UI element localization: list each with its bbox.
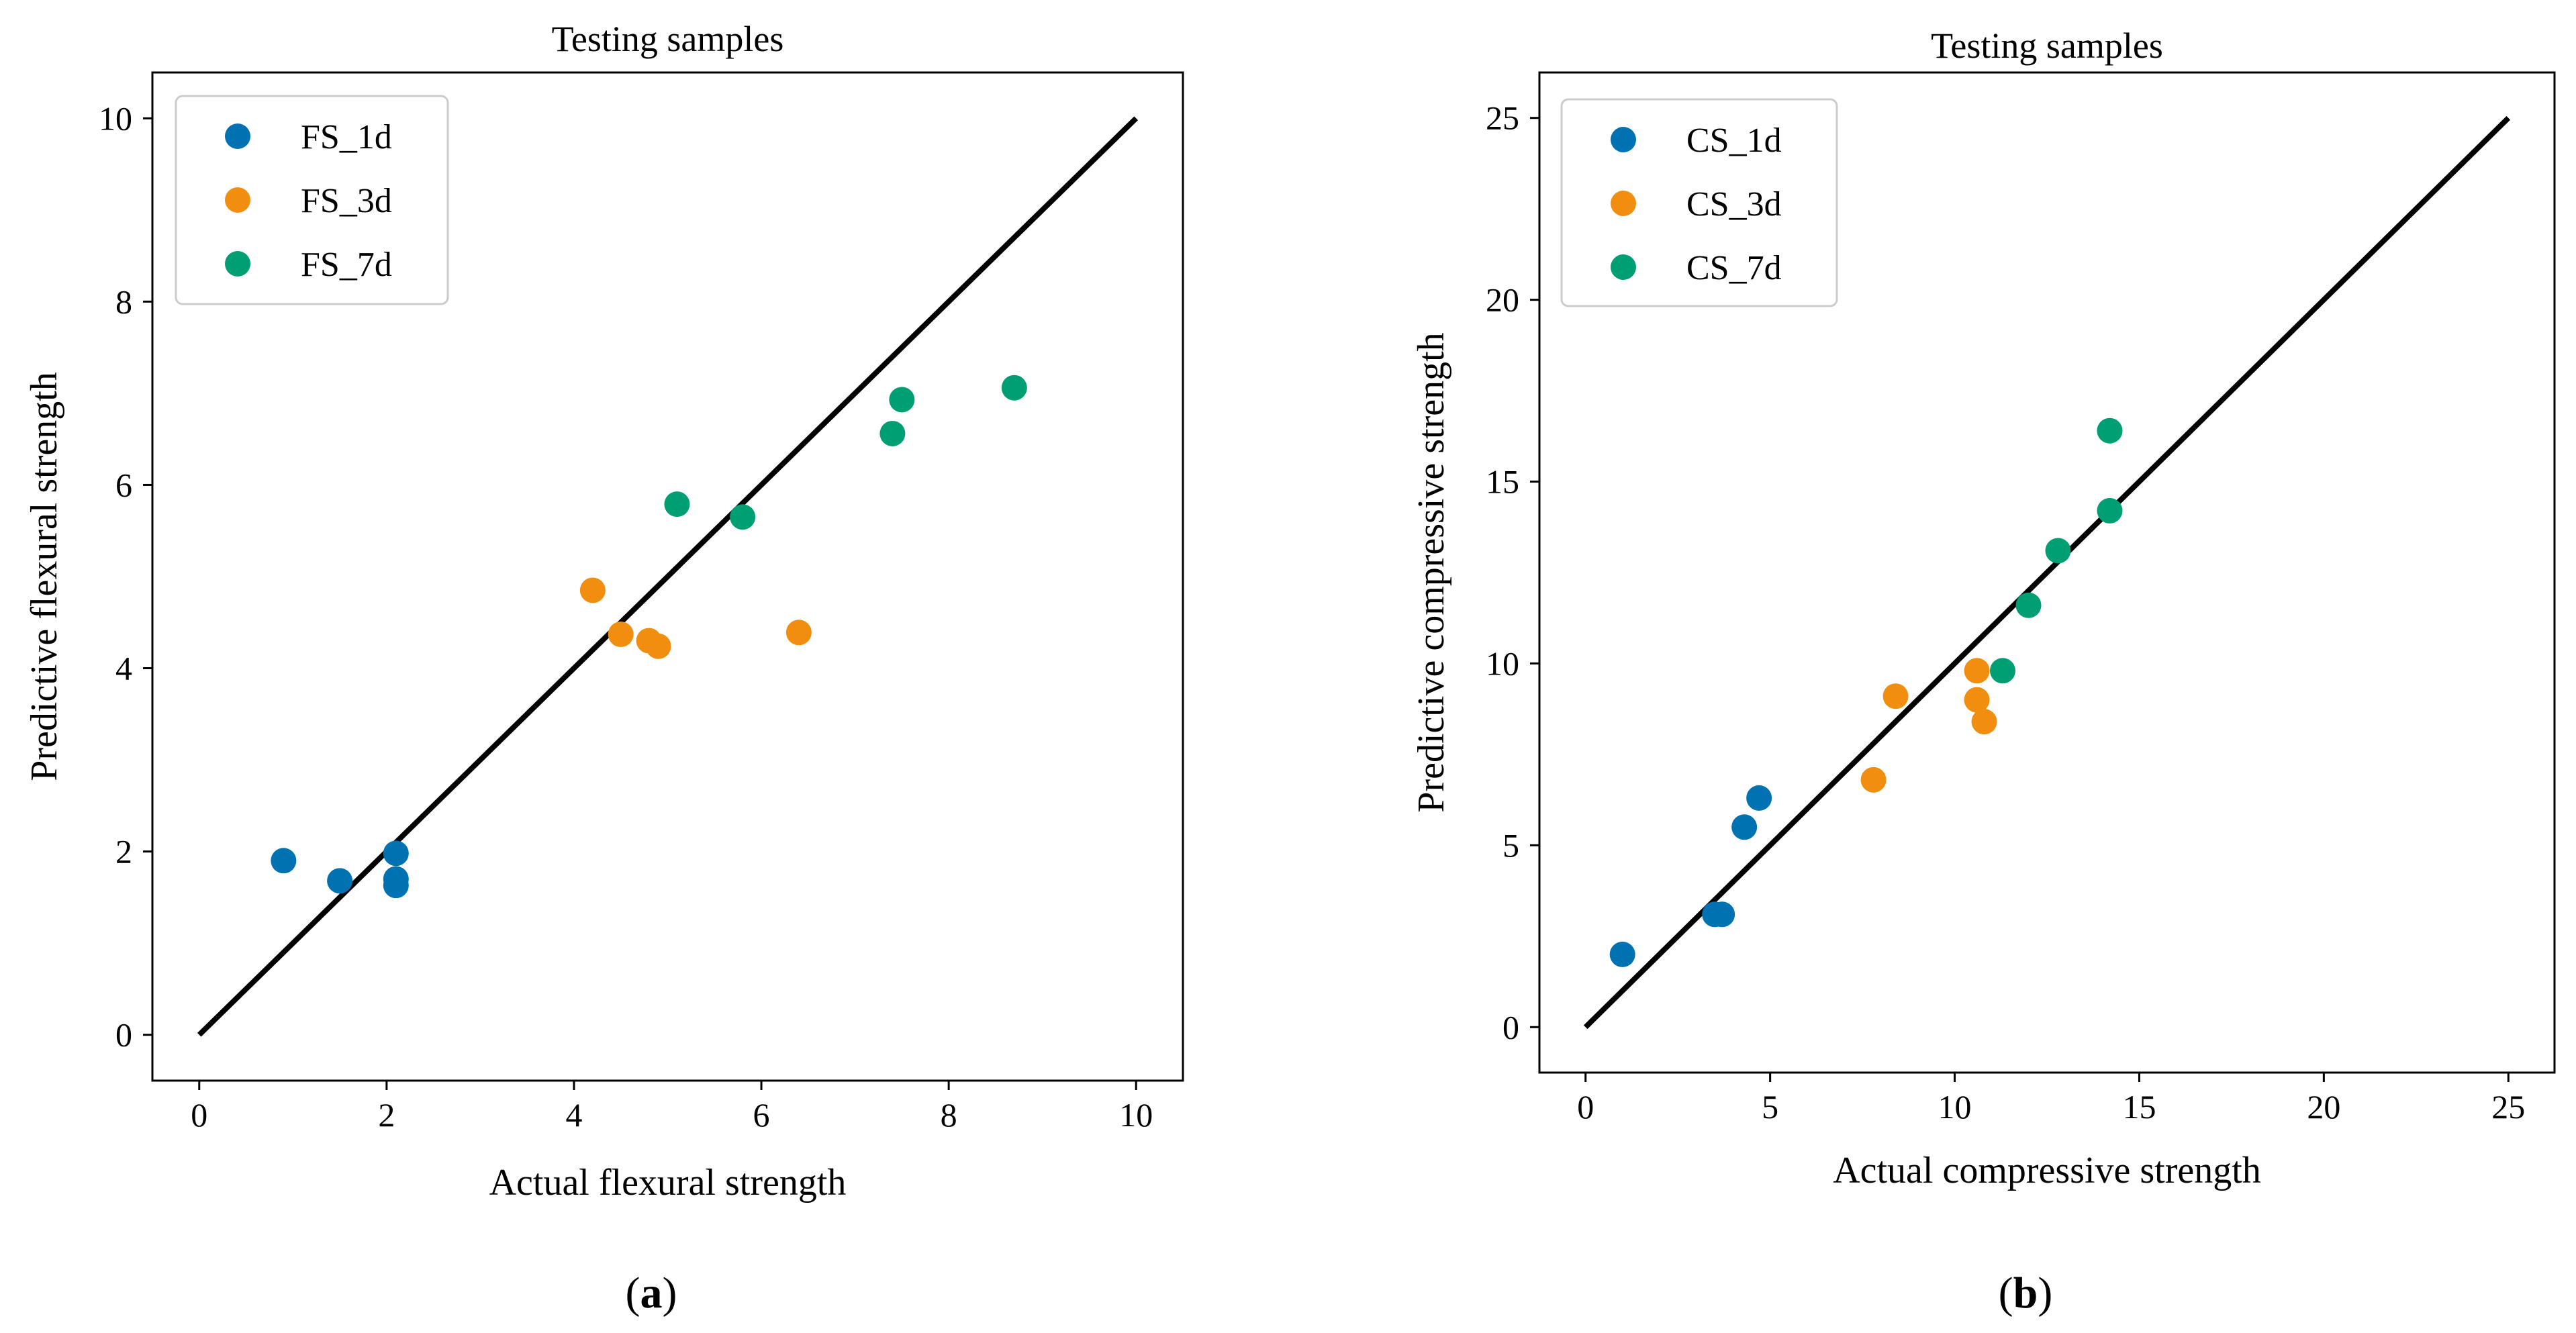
identity-line [1583,115,2511,1030]
x-tick-label: 10 [1119,1096,1153,1134]
data-point-fs-7d [664,491,690,517]
data-point-fs-1d [383,873,409,899]
identity-line [197,116,1139,1037]
axes-frame [1538,71,2556,1074]
legend-marker [1611,127,1636,152]
y-tick-label: 4 [115,650,132,687]
y-tick-label: 20 [1486,281,1519,319]
x-axis-label: Actual compressive strength [1833,1150,2261,1191]
data-point-fs-7d [879,420,906,446]
legend-box [175,95,449,305]
data-point-cs-7d [2045,538,2071,564]
legend-label: CS_3d [1686,185,1782,224]
panel-label-b: (b) [1999,1269,2053,1318]
data-point-cs-1d [1746,785,1772,811]
legend-label: FS_1d [301,118,392,156]
data-point-cs-7d [2097,417,2123,444]
data-point-fs-7d [1001,375,1027,401]
legend-label: FS_7d [301,246,392,284]
x-tick-label: 2 [378,1096,395,1134]
chart-a: 0 2 4 6 8 10 0 2 4 6 8 10 Testing samples Actual flex… [23,19,1184,1203]
x-tick-label: 10 [1938,1088,1972,1126]
data-point-fs-1d [271,848,297,874]
data-point-fs-3d [785,620,812,646]
data-point-cs-7d [2015,592,2042,618]
data-point-cs-3d [1860,767,1887,793]
data-point-fs-3d [608,622,634,648]
chart-title: Testing samples [552,19,784,59]
y-tick-label: 8 [115,283,132,320]
panel-label-a: (a) [626,1269,677,1318]
data-point-cs-1d [1709,901,1735,928]
y-tick-label: 15 [1486,463,1519,501]
data-point-cs-1d [1609,941,1635,967]
data-point-fs-7d [889,387,915,413]
x-tick-label: 5 [1762,1088,1778,1126]
x-tick-label: 0 [1577,1088,1594,1126]
data-point-fs-3d [645,633,671,659]
chart-title: Testing samples [1931,26,2163,66]
x-tick-label: 6 [753,1096,770,1134]
axes-frame [151,71,1184,1082]
y-axis-label: Predictive compressive strength [1411,332,1452,812]
legend-label: CS_1d [1686,121,1782,160]
y-axis-label: Predictive flexural strength [23,372,65,781]
legend: FS_1d FS_3d FS_7d [175,95,449,305]
chart-b: 0 5 10 15 20 25 0 5 10 15 20 25 Testing samples Actua… [1411,26,2556,1191]
data-point-cs-3d [1971,709,1997,735]
x-tick-label: 4 [565,1096,582,1134]
x-tick-label: 20 [2307,1088,2340,1126]
data-point-fs-1d [327,868,353,894]
legend-marker [1611,191,1636,216]
data-point-cs-7d [1990,658,2016,684]
x-tick-label: 8 [941,1096,957,1134]
x-tick-label: 25 [2491,1088,2525,1126]
legend-label: FS_3d [301,182,392,220]
y-tick-label: 25 [1486,99,1519,137]
legend-marker [225,187,250,213]
x-axis-label: Actual flexural strength [489,1162,847,1203]
x-tick-label: 15 [2122,1088,2156,1126]
data-point-cs-1d [1731,814,1758,840]
y-tick-label: 0 [115,1016,132,1054]
data-point-fs-7d [730,504,756,530]
data-point-cs-3d [1882,683,1909,709]
y-tick-label: 5 [1502,826,1519,864]
data-point-fs-3d [579,577,606,603]
legend-label: CS_7d [1686,249,1782,287]
data-point-cs-3d [1964,687,1990,713]
legend: CS_1d CS_3d CS_7d [1560,98,1838,307]
data-point-fs-1d [383,840,409,867]
data-point-cs-7d [2097,497,2123,524]
legend-marker [225,251,250,277]
data-point-cs-3d [1964,658,1990,684]
y-tick-label: 10 [99,99,132,137]
y-tick-label: 10 [1486,644,1519,682]
x-tick-label: 0 [191,1096,207,1134]
y-tick-label: 0 [1502,1008,1519,1046]
legend-box [1560,98,1838,307]
y-tick-label: 6 [115,466,132,503]
legend-marker [1611,254,1636,280]
legend-marker [225,124,250,149]
y-tick-label: 2 [115,833,132,871]
